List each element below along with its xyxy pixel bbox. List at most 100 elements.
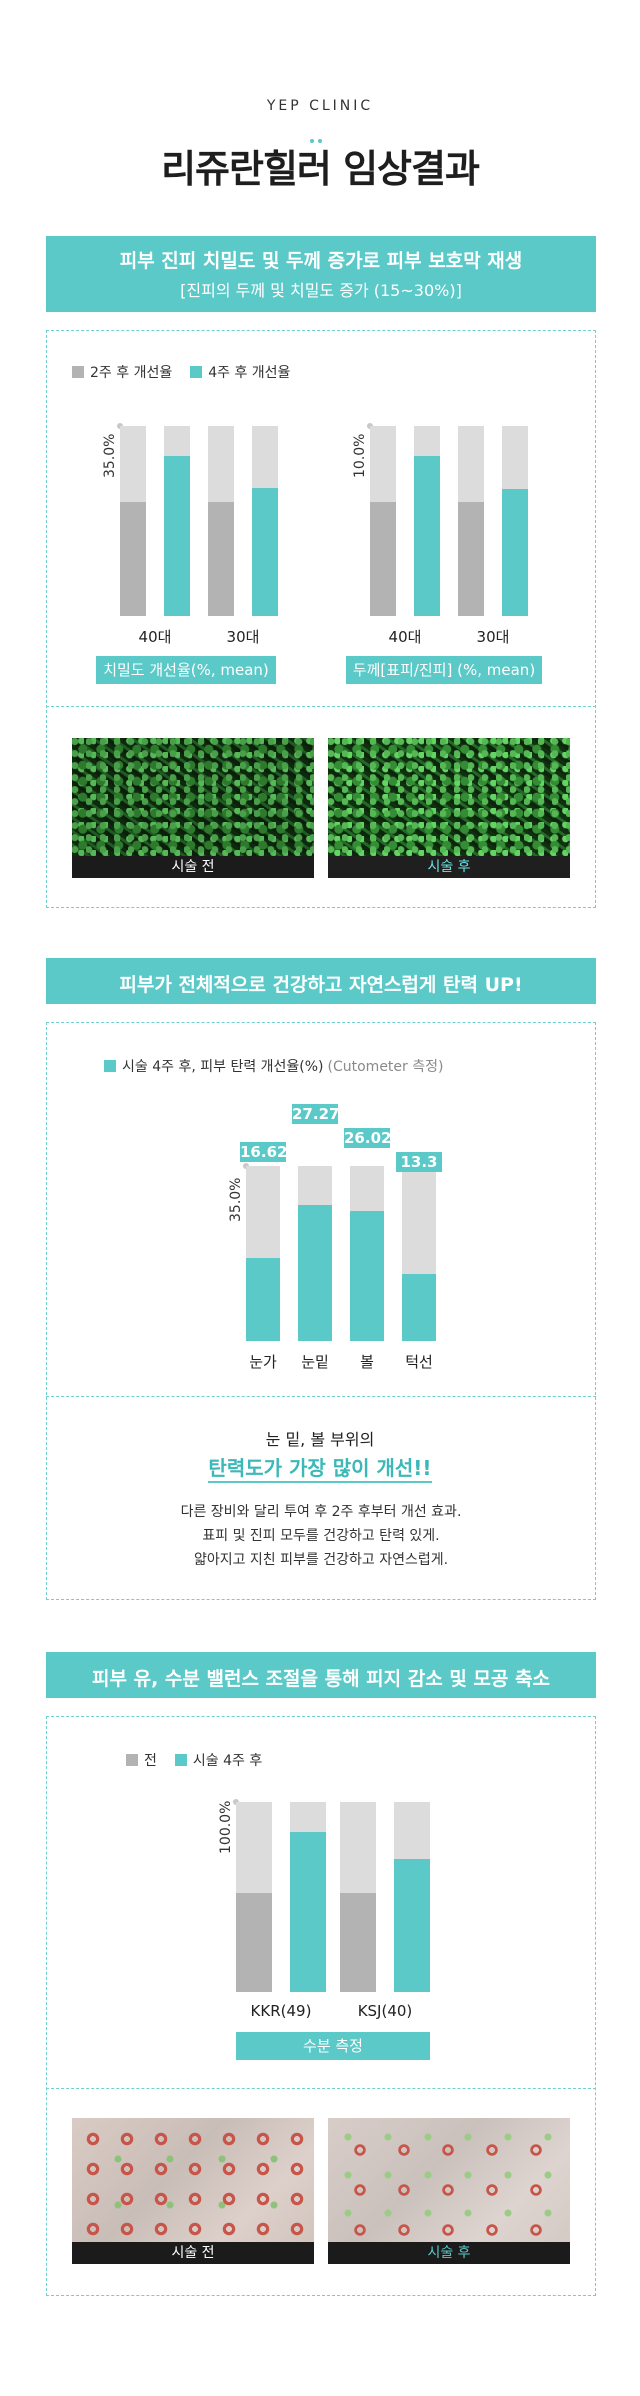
- before-caption: 시술 전: [72, 856, 314, 878]
- bar: [370, 502, 396, 616]
- page-title: 리쥬란힐러 임상결과: [161, 147, 480, 191]
- section3-legend: 전 시술 4주 후: [126, 1750, 262, 1770]
- bar-track: [164, 426, 190, 616]
- after-caption: 시술 후: [328, 2242, 570, 2264]
- section2-legend: 시술 4주 후, 피부 탄력 개선율(%) (Cutometer 측정): [104, 1056, 443, 1076]
- before-photo-dermis: 시술 전: [72, 738, 314, 878]
- section3-banner-title: 피부 유, 수분 밸런스 조절을 통해 피지 감소 및 모공 축소: [92, 1668, 550, 1690]
- bar: [120, 502, 146, 616]
- bar: [414, 456, 440, 616]
- data-label: 13.3: [396, 1152, 442, 1172]
- axis-caption-tag: 치밀도 개선율(%, mean): [96, 656, 276, 684]
- section2-banner-title: 피부가 전체적으로 건강하고 자연스럽게 탄력 UP!: [119, 974, 523, 996]
- elasticity-chart: 35.0% 16.62 눈가 27.27 눈밑 26.02 볼 13.3 턱선: [200, 1090, 460, 1371]
- category-label: 30대: [476, 628, 510, 646]
- bar-track: [394, 1802, 430, 1992]
- bar-track: [236, 1802, 272, 1992]
- bar: [208, 502, 234, 616]
- section1-box: [46, 330, 596, 908]
- axis-caption-tag: 수분 측정: [236, 2032, 430, 2060]
- section1-divider: [46, 706, 596, 707]
- after-caption: 시술 후: [328, 856, 570, 878]
- y-axis-max-label: 35.0%: [228, 1177, 244, 1222]
- bar-track: [350, 1166, 384, 1341]
- brand-name: YEP CLINIC: [266, 98, 374, 114]
- before-photo-pores: 시술 전: [72, 2118, 314, 2264]
- bar: [394, 1859, 430, 1992]
- title-dots: [308, 128, 332, 143]
- elasticity-description: 다른 장비와 달리 투여 후 2주 후부터 개선 효과. 표피 및 진피 모두를…: [46, 1500, 596, 1572]
- section3-box: [46, 1716, 596, 2296]
- bar-track: [298, 1166, 332, 1341]
- elasticity-heading: 눈 밑, 볼 부위의: [265, 1430, 375, 1449]
- section2-banner: 피부가 전체적으로 건강하고 자연스럽게 탄력 UP!: [46, 958, 596, 1004]
- bar-track: [120, 426, 146, 616]
- legend-label-4week: 4주 후 개선율: [208, 365, 291, 381]
- bar: [164, 456, 190, 616]
- description-line: 다른 장비와 달리 투여 후 2주 후부터 개선 효과.: [180, 1504, 462, 1520]
- elasticity-highlight: 탄력도가 가장 많이 개선!!: [208, 1456, 432, 1480]
- category-label: 볼: [360, 1353, 374, 1371]
- y-axis-max-label: 100.0%: [218, 1800, 234, 1854]
- bar-track: [340, 1802, 376, 1992]
- category-label: 30대: [226, 628, 260, 646]
- axis-caption-tag: 두께[표피/진피] (%, mean): [346, 656, 542, 684]
- after-photo-pores: 시술 후: [328, 2118, 570, 2264]
- bar-track: [370, 426, 396, 616]
- description-line: 표피 및 진피 모두를 건강하고 탄력 있게.: [202, 1528, 440, 1544]
- bar: [236, 1893, 272, 1992]
- data-label: 26.02: [344, 1128, 392, 1148]
- after-photo-dermis: 시술 후: [328, 738, 570, 878]
- category-label: KKR(49): [250, 2002, 312, 2020]
- data-label: 16.62: [240, 1142, 288, 1162]
- bar-track: [402, 1166, 436, 1341]
- legend-swatch-teal: [174, 1754, 187, 1766]
- category-label: 턱선: [405, 1353, 433, 1371]
- before-caption: 시술 전: [72, 2242, 314, 2264]
- bar: [252, 488, 278, 616]
- bar-track: [414, 426, 440, 616]
- legend-label-after: 시술 4주 후: [192, 1753, 263, 1769]
- category-label: 눈밑: [301, 1353, 329, 1371]
- category-label: 눈가: [249, 1353, 277, 1371]
- highlight-underline: [208, 1481, 432, 1483]
- legend-swatch-gray: [126, 1754, 138, 1766]
- bar: [298, 1205, 332, 1341]
- legend-swatch-gray: [72, 366, 84, 378]
- section1-banner: 피부 진피 치밀도 및 두께 증가로 피부 보호막 재생 [진피의 두께 및 치…: [46, 236, 596, 312]
- legend-label-2week: 2주 후 개선율: [90, 365, 173, 381]
- y-axis-max-label: 10.0%: [352, 433, 368, 478]
- category-label: KSJ(40): [357, 2002, 413, 2020]
- category-label: 40대: [388, 628, 422, 646]
- bar: [402, 1274, 436, 1341]
- bar-track: [208, 426, 234, 616]
- section1-legend: 2주 후 개선율 4주 후 개선율: [72, 362, 290, 382]
- section2-box: [46, 1022, 596, 1600]
- legend-label-before: 전: [144, 1753, 157, 1769]
- legend-swatch-teal: [190, 366, 203, 378]
- legend-label-elasticity: 시술 4주 후, 피부 탄력 개선율(%): [122, 1059, 324, 1075]
- legend-swatch-teal: [104, 1060, 116, 1072]
- bar-track: [252, 426, 278, 616]
- section1-banner-title: 피부 진피 치밀도 및 두께 증가로 피부 보호막 재생: [119, 250, 523, 272]
- bar: [350, 1211, 384, 1341]
- section2-divider: [46, 1396, 596, 1397]
- bar-track: [246, 1166, 280, 1341]
- bar: [502, 489, 528, 616]
- bar: [458, 502, 484, 616]
- moisture-chart: 100.0% KKR(49) KSJ(40) 수분 측정: [218, 1790, 442, 2060]
- bar: [340, 1893, 376, 1992]
- section1-banner-subtitle: [진피의 두께 및 치밀도 증가 (15~30%)]: [180, 281, 462, 300]
- bar-track: [458, 426, 484, 616]
- legend-note-cutometer: (Cutometer 측정): [327, 1059, 444, 1075]
- y-axis-max-label: 35.0%: [102, 433, 118, 478]
- section3-divider: [46, 2088, 596, 2089]
- section3-banner: 피부 유, 수분 밸런스 조절을 통해 피지 감소 및 모공 축소: [46, 1652, 596, 1698]
- bar: [290, 1832, 326, 1992]
- category-label: 40대: [138, 628, 172, 646]
- bar: [246, 1258, 280, 1341]
- description-line: 얇아지고 지친 피부를 건강하고 자연스럽게.: [193, 1552, 449, 1568]
- bar-track: [290, 1802, 326, 1992]
